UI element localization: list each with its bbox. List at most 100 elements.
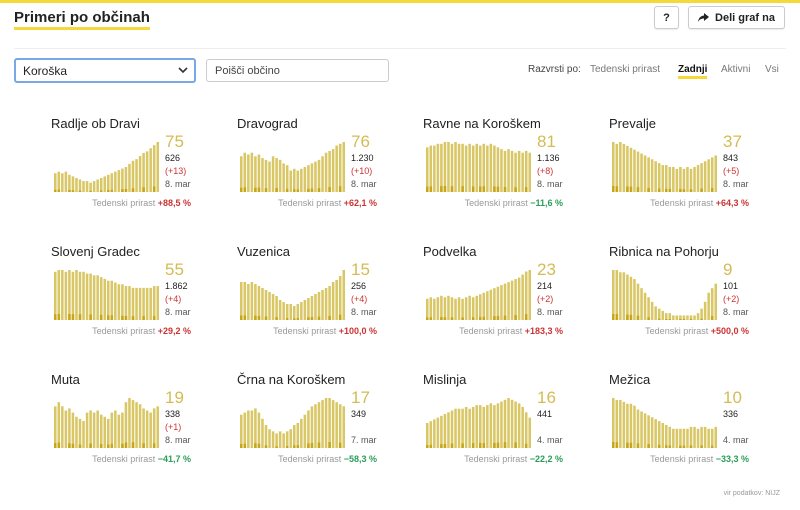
chart-bar [261, 158, 264, 192]
chart-bar [689, 315, 693, 320]
municipality-card[interactable]: Radlje ob Dravi 75 626 (+13) 8. mar Tedenski … [51, 116, 231, 232]
total-cases: 101 [723, 281, 739, 291]
share-button[interactable]: Deli graf na [688, 6, 785, 29]
chart-bar-new-cases [131, 442, 135, 448]
municipality-card[interactable]: Ribnica na Pohorju 9 101 (+2) 8. mar Tedenski… [609, 244, 789, 360]
chart-bar [665, 165, 668, 192]
chart-bar [661, 165, 665, 192]
active-cases: 17 [351, 388, 370, 407]
weekly-growth-value: +100,0 % [338, 326, 377, 336]
chart-bar [633, 279, 636, 320]
chart-bar [647, 157, 650, 192]
weekly-growth-label: Tedenski prirast [464, 454, 528, 464]
chart-bar [278, 159, 282, 192]
chart-bar [482, 292, 486, 320]
chart-bar-new-cases [471, 317, 475, 320]
chart-bar-new-cases [503, 442, 507, 448]
chart-bar [479, 405, 482, 448]
chart-bar [710, 157, 714, 192]
chart-bar [131, 400, 135, 448]
chart-bar [643, 413, 647, 448]
chart-bar [433, 419, 436, 448]
chart-bar [457, 297, 461, 320]
chart-bar [482, 143, 486, 192]
chart-bar-new-cases [257, 187, 261, 192]
chart-bar [96, 179, 99, 192]
chart-bar-new-cases [57, 314, 61, 320]
municipality-card[interactable]: Mislinja 16 441 4. mar Tedenski prirast −22,… [423, 372, 603, 488]
chart-bar [714, 155, 718, 192]
municipality-card[interactable]: Mežica 10 336 4. mar Tedenski prirast −33,3 … [609, 372, 789, 488]
chart-bar [503, 150, 507, 192]
chart-bar-new-cases [317, 188, 321, 192]
municipality-card[interactable]: Podvelka 23 214 (+2) 8. mar Tedenski prirast … [423, 244, 603, 360]
weekly-growth: Tedenski prirast −22,2 % [464, 454, 563, 464]
chart-bar [331, 400, 335, 448]
municipality-search-input[interactable]: Poišči občino [206, 59, 389, 82]
chart-bar [643, 155, 647, 192]
chart-bar [135, 287, 138, 320]
chart-bar [124, 167, 128, 192]
chart-bar [640, 153, 643, 192]
chart-bar [503, 399, 507, 448]
chart-bar [500, 149, 503, 192]
chart-bar [92, 412, 96, 448]
municipality-card[interactable]: Slovenj Gradec 55 1.862 (+4) 8. mar Tedenski … [51, 244, 231, 360]
chart-bar [96, 275, 99, 320]
active-cases: 75 [165, 132, 184, 151]
chart-bar-new-cases [293, 445, 296, 448]
last-update-date: 8. mar [537, 179, 563, 189]
chart-bar [110, 412, 114, 448]
active-cases: 37 [723, 132, 742, 151]
sort-option-all[interactable]: Vsi [765, 64, 779, 75]
municipality-card[interactable]: Prevalje 37 843 (+5) 8. mar Tedenski prirast … [609, 116, 789, 232]
chart-bar-new-cases [612, 442, 615, 448]
active-cases: 23 [537, 260, 556, 279]
chart-bar-new-cases [615, 442, 619, 448]
municipality-name: Slovenj Gradec [51, 244, 140, 259]
chart-bar-new-cases [307, 443, 310, 448]
chart-bar-new-cases [612, 186, 615, 192]
municipality-card[interactable]: Dravograd 76 1.230 (+10) 8. mar Tedenski prir… [237, 116, 417, 232]
municipality-card[interactable]: Vuzenica 15 256 (+4) 8. mar Tedenski prirast … [237, 244, 417, 360]
region-select[interactable]: Koroška [14, 58, 196, 83]
weekly-growth-value: −33,3 % [715, 454, 749, 464]
chart-bar [296, 170, 300, 192]
sort-option-latest[interactable]: Zadnji [678, 64, 708, 79]
chart-bar [524, 150, 528, 192]
chart-bar-new-cases [124, 315, 128, 320]
chart-bar [640, 411, 643, 448]
chart-bar [524, 271, 528, 320]
sort-option-weekly-growth[interactable]: Tedenski prirast [590, 64, 661, 75]
sort-option-active[interactable]: Aktivni [721, 64, 751, 75]
chart-bar-new-cases [285, 446, 289, 448]
chart-bar-new-cases [317, 316, 321, 320]
help-button[interactable]: ? [654, 6, 679, 29]
chart-bar-new-cases [679, 189, 682, 192]
municipality-card[interactable]: Muta 19 338 (+1) 8. mar Tedenski prirast −41,… [51, 372, 231, 488]
chart-bar [668, 426, 672, 448]
chart-bar [61, 173, 64, 192]
chart-bar-new-cases [131, 188, 135, 192]
chart-bar [436, 417, 440, 448]
chart-bar-new-cases [71, 443, 75, 448]
municipality-card[interactable]: Ravne na Koroškem 81 1.136 (+8) 8. mar Tedens… [423, 116, 603, 232]
chart-bar [489, 143, 493, 192]
chart-bar [440, 143, 443, 192]
chart-bar [331, 282, 335, 320]
chart-bar [429, 297, 433, 320]
municipality-card[interactable]: Črna na Koroškem 17 349 7. mar Tedenski prir… [237, 372, 417, 488]
chart-bar [321, 400, 324, 448]
chart-bar [619, 142, 622, 192]
chart-bar [619, 272, 622, 320]
trend-bar-chart [612, 398, 718, 448]
chart-bar [647, 415, 650, 448]
chart-bar [622, 272, 626, 320]
chart-bar [619, 399, 622, 448]
chart-bar [71, 412, 75, 448]
municipality-name: Prevalje [609, 116, 656, 131]
chart-bar [665, 424, 668, 448]
weekly-growth: Tedenski prirast +29,2 % [92, 326, 191, 336]
chart-bar-new-cases [443, 317, 447, 320]
chart-bar-new-cases [524, 187, 528, 192]
